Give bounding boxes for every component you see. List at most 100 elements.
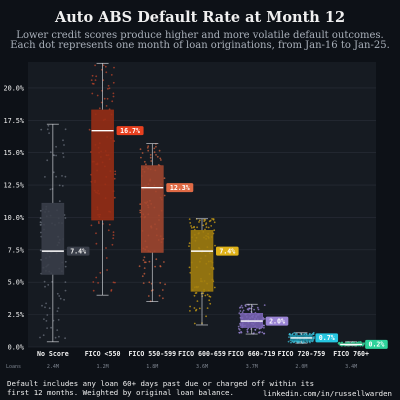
- data-point: [40, 128, 43, 131]
- loans-count: 1.2M: [97, 364, 109, 370]
- data-point: [112, 95, 115, 98]
- median-label-badge: [216, 246, 239, 256]
- data-point: [205, 222, 208, 225]
- data-point: [312, 331, 315, 334]
- data-point: [311, 340, 314, 343]
- data-point: [52, 171, 55, 174]
- data-point: [303, 333, 306, 335]
- data-point: [64, 265, 67, 268]
- data-point: [39, 217, 42, 220]
- data-point: [213, 221, 216, 224]
- data-point: [64, 337, 66, 340]
- data-point: [42, 334, 45, 337]
- data-point: [98, 107, 101, 110]
- data-point: [293, 341, 295, 344]
- data-point: [290, 341, 292, 344]
- data-point: [203, 218, 206, 221]
- data-point: [143, 160, 146, 163]
- median-label-badge: [116, 126, 144, 136]
- y-tick-label: 5.0%: [8, 279, 24, 287]
- data-point: [193, 294, 196, 297]
- data-point: [206, 293, 209, 296]
- data-point: [313, 336, 315, 338]
- data-point: [144, 261, 147, 264]
- y-tick-label: 15.0%: [4, 149, 24, 157]
- data-point: [141, 152, 144, 154]
- data-point: [149, 154, 152, 156]
- data-point: [112, 237, 115, 240]
- data-point: [195, 308, 198, 311]
- data-point: [44, 306, 46, 309]
- data-point: [110, 289, 113, 291]
- data-point: [98, 222, 100, 225]
- data-point: [64, 281, 67, 283]
- data-point: [240, 304, 243, 307]
- data-point: [95, 75, 98, 78]
- data-point: [241, 306, 244, 309]
- data-point: [213, 286, 216, 289]
- loans-row-label: Loans: [6, 364, 21, 370]
- data-point: [210, 225, 213, 227]
- data-point: [46, 128, 49, 131]
- data-point: [106, 269, 108, 271]
- data-point: [95, 232, 97, 235]
- data-point: [155, 258, 158, 261]
- data-point: [44, 285, 46, 288]
- data-point: [57, 319, 60, 321]
- data-point: [114, 170, 117, 173]
- data-point: [153, 151, 156, 154]
- data-point: [95, 242, 98, 245]
- x-tick-label: FICO 550-599: [128, 350, 176, 358]
- data-point: [139, 203, 142, 206]
- y-tick-label: 20.0%: [4, 84, 24, 92]
- data-point: [189, 305, 192, 308]
- data-point: [263, 304, 266, 306]
- data-point: [100, 101, 103, 104]
- data-point: [191, 226, 193, 229]
- data-point: [48, 132, 50, 135]
- data-point: [56, 310, 59, 312]
- data-point: [46, 327, 48, 329]
- data-point: [49, 151, 52, 154]
- data-point: [142, 282, 145, 284]
- y-tick-label: 2.5%: [8, 311, 24, 319]
- data-point: [154, 265, 157, 268]
- data-point: [95, 276, 98, 279]
- data-point: [261, 331, 264, 334]
- data-point: [39, 221, 42, 224]
- data-point: [113, 66, 115, 69]
- x-tick-label: FICO <550: [85, 350, 121, 358]
- data-point: [90, 79, 93, 81]
- data-point: [163, 177, 166, 180]
- data-point: [163, 261, 165, 263]
- data-point: [288, 336, 290, 338]
- data-point: [45, 320, 48, 322]
- data-point: [196, 226, 199, 229]
- data-point: [56, 329, 59, 331]
- data-point: [138, 265, 141, 268]
- data-point: [43, 318, 45, 320]
- data-point: [159, 157, 162, 160]
- data-point: [47, 124, 50, 127]
- data-point: [198, 307, 201, 310]
- chart-subtitle-line-2: Each dot represents one month of loan or…: [10, 40, 390, 51]
- median-label: 0.2%: [368, 341, 384, 349]
- data-point: [303, 341, 305, 344]
- data-point: [308, 333, 311, 336]
- data-point: [263, 324, 265, 327]
- data-point: [293, 331, 296, 334]
- data-point: [257, 308, 260, 311]
- data-point: [288, 333, 291, 336]
- data-point: [107, 88, 109, 90]
- data-point: [207, 226, 210, 229]
- data-point: [57, 307, 60, 309]
- data-point: [244, 305, 247, 307]
- data-point: [190, 225, 193, 227]
- data-point: [105, 257, 108, 259]
- data-point: [205, 315, 208, 318]
- data-point: [45, 302, 47, 305]
- data-point: [55, 145, 57, 148]
- data-point: [147, 149, 150, 152]
- data-point: [58, 184, 61, 187]
